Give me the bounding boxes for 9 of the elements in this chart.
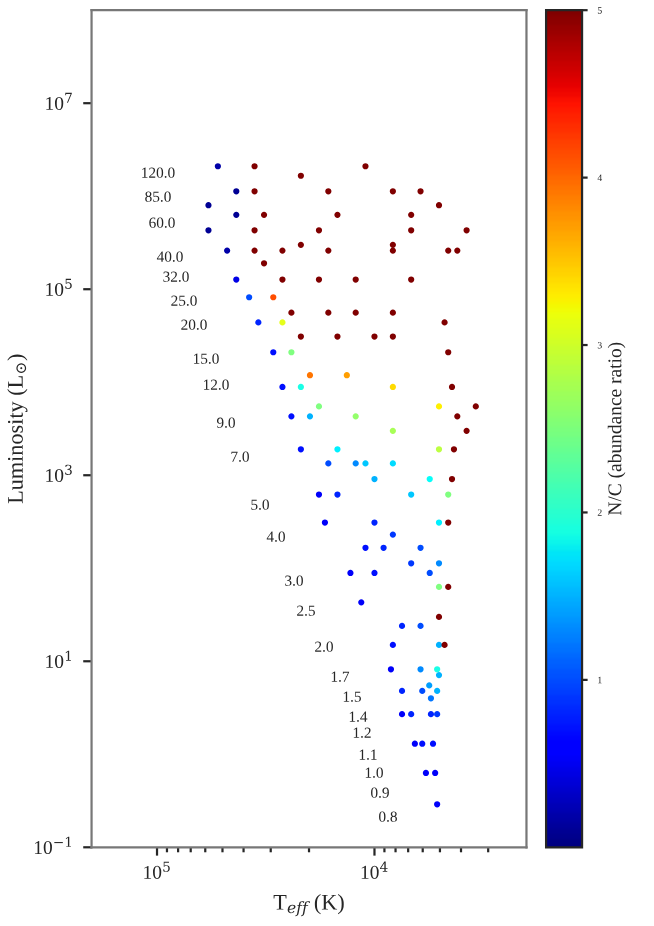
y-tick-label: 10$^{1}$ xyxy=(46,650,71,669)
y-axis-title: Luminosity (L$_{⊙}$) xyxy=(7,354,28,504)
x-axis-title: T$_{eff}$ (K) xyxy=(273,894,344,917)
x-tick-label: 10$^{4}$ xyxy=(361,861,388,879)
y-tick-label: 10$^{5}$ xyxy=(46,278,72,297)
y-tick-label: 10$^{7}$ xyxy=(46,92,72,111)
y-tick-label: 10$^{3}$ xyxy=(46,464,72,483)
y-tick-label: 10$^{−1}$ xyxy=(34,836,72,855)
color-bar-title: N/C (abundance ratio) xyxy=(607,342,626,516)
